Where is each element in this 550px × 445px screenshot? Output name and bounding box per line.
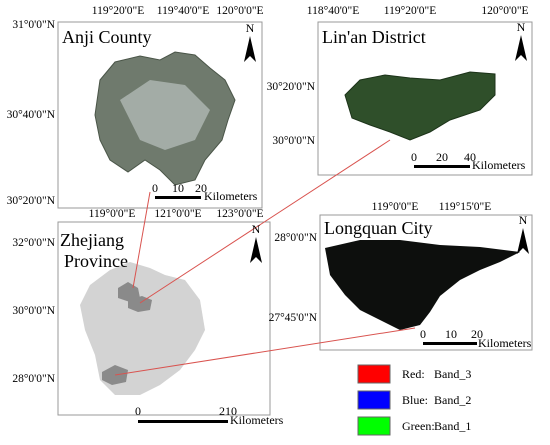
lon-label: 119°0'0"E <box>89 208 136 220</box>
panel-title: Anji County <box>62 27 152 47</box>
legend-label: Red: <box>402 367 425 381</box>
legend-band: Band_1 <box>434 419 471 433</box>
connector <box>132 191 151 289</box>
lat-label: 28°0'0"N <box>12 373 55 385</box>
lon-label: 121°0'0"E <box>154 208 201 220</box>
legend-band: Band_3 <box>434 367 471 381</box>
scale-unit: Kilometers <box>472 158 526 172</box>
lon-label: 120°0'0"E <box>216 5 263 17</box>
scale-tick: 0 <box>135 404 141 418</box>
lon-label: 119°15'0"E <box>439 201 491 213</box>
scale-tick: 40 <box>464 150 476 164</box>
lat-label: 31°0'0"N <box>12 19 55 31</box>
scale-bar: 0 10 20 Kilometers <box>152 181 258 203</box>
scale-tick: 20 <box>195 181 207 195</box>
lon-label: 120°0'0"E <box>481 5 528 17</box>
lat-label: 28°0'0"N <box>274 232 317 244</box>
lat-label: 30°20'0"N <box>267 81 316 93</box>
scale-tick: 0 <box>420 327 426 341</box>
legend: Red: Band_3 Blue: Band_2 Green: Band_1 <box>357 364 471 436</box>
lat-label: 30°0'0"N <box>272 135 315 147</box>
north-arrow: N <box>244 21 256 62</box>
panel-title: Zhejiang <box>60 230 124 250</box>
lon-label: 123°0'0"E <box>216 208 263 220</box>
north-label: N <box>252 222 261 236</box>
north-label: N <box>519 213 528 227</box>
connector <box>114 327 416 376</box>
scale-tick: 10 <box>172 181 184 195</box>
north-label: N <box>517 20 526 34</box>
lat-label: 30°40'0"N <box>7 109 56 121</box>
north-arrow: N <box>517 213 529 254</box>
lat-label: 27°45'0"N <box>269 312 318 324</box>
lat-label: 32°0'0"N <box>12 237 55 249</box>
scale-bar: 0 210 Kilometers <box>135 404 284 427</box>
scale-tick: 0 <box>152 181 158 195</box>
anji-map-detail <box>120 80 210 150</box>
linan-map <box>344 71 496 141</box>
scale-tick: 20 <box>471 327 483 341</box>
linan-region <box>128 296 152 312</box>
longquan-map <box>325 240 520 330</box>
connector <box>139 139 391 304</box>
lat-label: 30°0'0"N <box>12 305 55 317</box>
scale-bar: 0 10 20 Kilometers <box>420 327 532 350</box>
lon-label: 119°20'0"E <box>92 5 144 17</box>
legend-label: Green: <box>402 419 435 433</box>
scale-tick: 10 <box>445 327 457 341</box>
north-label: N <box>246 21 255 35</box>
legend-swatch <box>357 416 391 436</box>
legend-swatch <box>357 390 391 410</box>
anji-region <box>118 282 140 302</box>
scale-tick: 20 <box>436 150 448 164</box>
panel-title: Lin'an District <box>322 27 426 47</box>
panel-title: Longquan City <box>324 218 433 238</box>
zhejiang-map <box>80 262 205 395</box>
panel-title: Province <box>64 251 128 271</box>
north-arrow: N <box>515 20 527 61</box>
legend-label: Blue: <box>402 393 428 407</box>
lon-label: 119°20'0"E <box>384 5 436 17</box>
scale-unit: Kilometers <box>230 413 284 427</box>
scale-unit: Kilometers <box>478 336 532 350</box>
scale-bar: 0 20 40 Kilometers <box>411 150 526 172</box>
legend-swatch <box>357 364 391 384</box>
scale-unit: Kilometers <box>204 189 258 203</box>
north-arrow: N <box>250 222 262 263</box>
lat-label: 30°20'0"N <box>7 195 56 207</box>
lon-label: 118°40'0"E <box>307 5 359 17</box>
lon-label: 119°40'0"E <box>157 5 209 17</box>
lon-label: 119°0'0"E <box>372 201 419 213</box>
scale-tick: 0 <box>411 150 417 164</box>
legend-band: Band_2 <box>434 393 471 407</box>
scale-tick: 210 <box>219 404 237 418</box>
